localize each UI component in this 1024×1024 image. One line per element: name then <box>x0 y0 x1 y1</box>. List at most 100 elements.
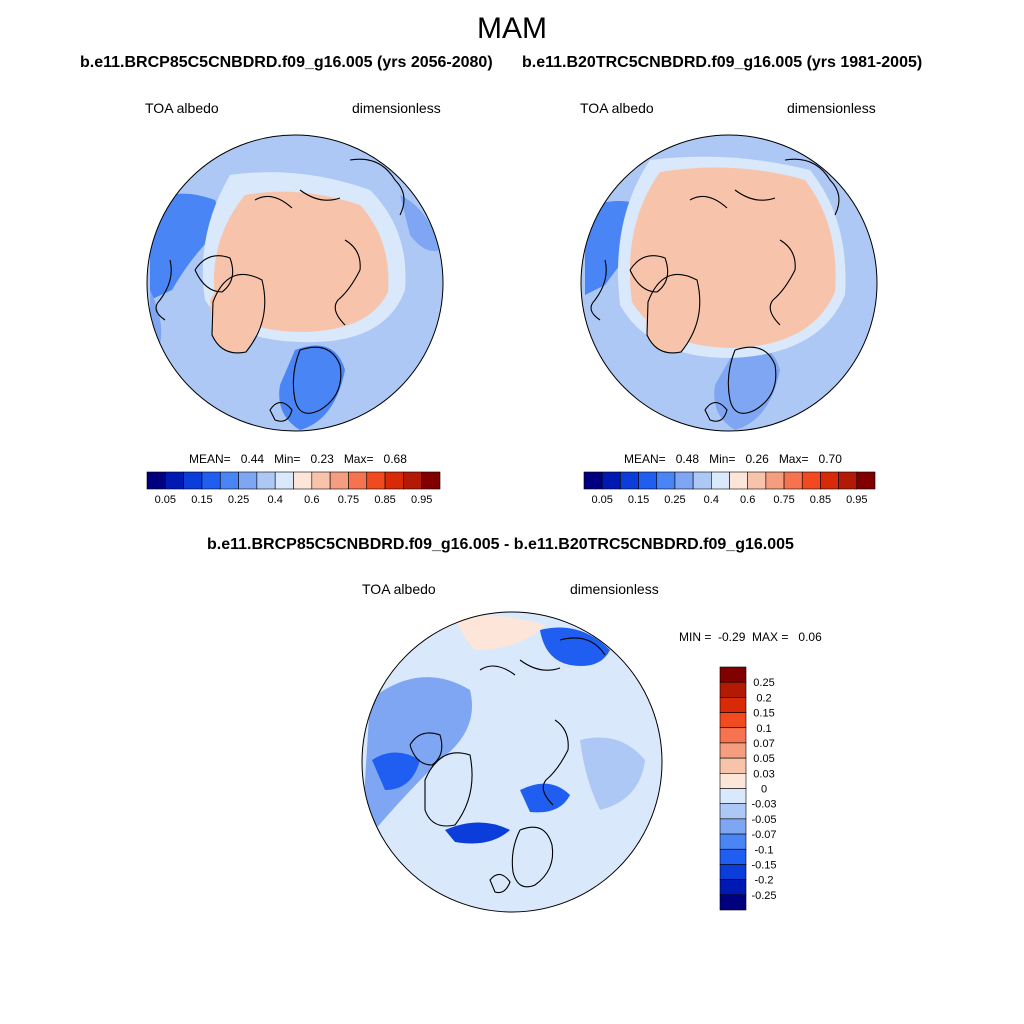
map-1-border <box>146 134 444 432</box>
colorbar-3-swatch <box>719 848 747 865</box>
map-1-low-albedo-atlantic <box>150 193 225 300</box>
panel-1-mean-label: MEAN= <box>189 452 231 466</box>
colorbar-3-tick-label: -0.05 <box>751 814 776 826</box>
map-3-strong-decrease-south <box>445 822 510 844</box>
colorbar-3-swatch <box>719 773 747 789</box>
colorbar-3-tick-label: 0.25 <box>753 677 774 689</box>
colorbar-2-swatch <box>838 471 858 490</box>
panel-2-mean-label: MEAN= <box>624 452 666 466</box>
colorbar-3-swatch <box>719 666 747 683</box>
colorbar-3-swatch <box>719 818 747 835</box>
panel-2-min-label: Min= <box>709 452 736 466</box>
colorbar-3-tick-label: -0.07 <box>751 829 776 841</box>
main-title: MAM <box>477 12 547 45</box>
panel-1-min-value: 0.23 <box>310 452 334 466</box>
colorbar-1-swatch <box>146 471 166 490</box>
colorbar-1-swatch <box>219 471 239 490</box>
map-2-border <box>580 134 878 432</box>
colorbar-3-swatch <box>719 803 747 820</box>
colorbar-2-tick-label: 0.6 <box>740 494 755 506</box>
colorbar-2-tick-label: 0.05 <box>591 494 612 506</box>
panel-2-stats: MEAN= 0.48 Min= 0.26 Max= 0.70 <box>624 452 842 466</box>
map-3-strong-decrease-west <box>372 752 420 790</box>
colorbar-2-tick-label: 0.75 <box>773 494 794 506</box>
colorbar-2: 0.05 0.15 0.25 0.4 0.6 0.75 0.85 0.95 <box>583 471 876 506</box>
map-3-strong-decrease-north <box>540 627 610 666</box>
map-1-low-albedo-pacific <box>400 195 440 251</box>
colorbar-1-swatch <box>421 471 441 490</box>
colorbar-3-swatch <box>719 894 747 911</box>
colorbar-1: 0.05 0.15 0.25 0.4 0.6 0.75 0.85 0.95 <box>146 471 441 506</box>
panel-1-units-label: dimensionless <box>352 100 441 116</box>
map-1 <box>146 134 444 432</box>
map-2-coastlines <box>590 158 840 422</box>
panel-3-min-label: MIN = <box>679 630 712 644</box>
colorbar-3-tick-label: 0.07 <box>753 738 774 750</box>
panel-2-mean-value: 0.48 <box>675 452 700 466</box>
map-3 <box>361 611 663 913</box>
colorbar-2-tick-label: 0.85 <box>810 494 831 506</box>
colorbar-2-swatch <box>801 471 821 490</box>
colorbar-2-swatch <box>711 471 730 490</box>
colorbar-3-swatch <box>719 697 747 713</box>
colorbar-1-tick-label: 0.4 <box>268 494 283 506</box>
colorbar-1-tick-label: 0.05 <box>155 494 176 506</box>
colorbar-3-tick-label: 0.15 <box>753 708 774 720</box>
map-3-coastlines <box>409 637 606 894</box>
panel-3-max-label: MAX = <box>752 630 789 644</box>
colorbar-1-tick-label: 0.75 <box>338 494 359 506</box>
colorbar-3-tick-label: 0.05 <box>753 753 774 765</box>
panel-1-min-label: Min= <box>274 452 301 466</box>
panel-1-variable-label: TOA albedo <box>145 100 219 116</box>
colorbar-2-tick-label: 0.4 <box>704 494 719 506</box>
colorbar-2-swatch <box>765 471 785 490</box>
panel-3-max-value: 0.06 <box>798 630 822 644</box>
map-3-increase-top <box>455 614 545 650</box>
colorbar-3-tick-label: -0.15 <box>751 859 776 871</box>
panel-3-title: b.e11.BRCP85C5CNBDRD.f09_g16.005 - b.e11… <box>207 536 794 553</box>
map-1-coastlines <box>155 158 405 422</box>
map-2 <box>580 134 878 432</box>
panel-2-max-value: 0.70 <box>818 452 842 466</box>
colorbar-3-tick-label: 0.1 <box>756 723 771 735</box>
colorbar-1-swatch <box>311 471 331 490</box>
panel-2-variable-label: TOA albedo <box>580 100 654 116</box>
colorbar-2-swatch <box>601 471 621 490</box>
colorbar-3-swatch <box>719 833 747 850</box>
colorbar-3-swatch <box>719 864 747 880</box>
colorbar-1-tick-label: 0.25 <box>228 494 249 506</box>
colorbar-1-swatch <box>165 471 184 490</box>
colorbar-3-tick-label: 0.03 <box>753 768 774 780</box>
colorbar-2-swatch <box>783 471 803 490</box>
map-3-border <box>361 611 663 913</box>
panel-3-units-label: dimensionless <box>570 581 659 597</box>
panel-1-max-label: Max= <box>343 452 374 466</box>
colorbar-1-tick-label: 0.6 <box>304 494 319 506</box>
colorbar-2-swatch <box>729 471 748 490</box>
colorbar-1-tick-label: 0.85 <box>374 494 395 506</box>
colorbar-3-tick-label: -0.2 <box>755 875 774 887</box>
panel-1-stats: MEAN= 0.44 Min= 0.23 Max= 0.68 <box>189 452 407 466</box>
colorbar-3-swatch <box>719 788 747 804</box>
colorbar-2-swatch <box>692 471 712 490</box>
colorbar-1-swatch <box>183 471 203 490</box>
colorbar-2-swatch <box>747 471 767 490</box>
colorbar-2-tick-label: 0.25 <box>664 494 685 506</box>
colorbar-3: 0.25 0.2 0.15 0.1 0.07 0.05 0.03 0 -0.03 -0.05 -0.… <box>719 666 777 911</box>
colorbar-1-swatch <box>274 471 294 490</box>
colorbar-2-tick-label: 0.95 <box>846 494 867 506</box>
panel-2-units-label: dimensionless <box>787 100 876 116</box>
map-3-strong-decrease-barents <box>520 783 570 813</box>
colorbar-2-swatch <box>583 471 603 490</box>
panel-2-max-label: Max= <box>778 452 809 466</box>
map-2-low-albedo-europe <box>714 345 780 430</box>
colorbar-1-swatch <box>403 471 422 490</box>
colorbar-3-swatch <box>719 681 747 698</box>
colorbar-3-swatch <box>719 879 747 896</box>
colorbar-3-swatch <box>719 712 747 729</box>
colorbar-1-tick-label: 0.95 <box>411 494 432 506</box>
panel-2-title: b.e11.B20TRC5CNBDRD.f09_g16.005 (yrs 198… <box>522 54 923 71</box>
colorbar-3-tick-label: 0 <box>761 784 767 796</box>
colorbar-1-swatch <box>329 471 349 490</box>
map-1-greenland <box>210 275 264 353</box>
